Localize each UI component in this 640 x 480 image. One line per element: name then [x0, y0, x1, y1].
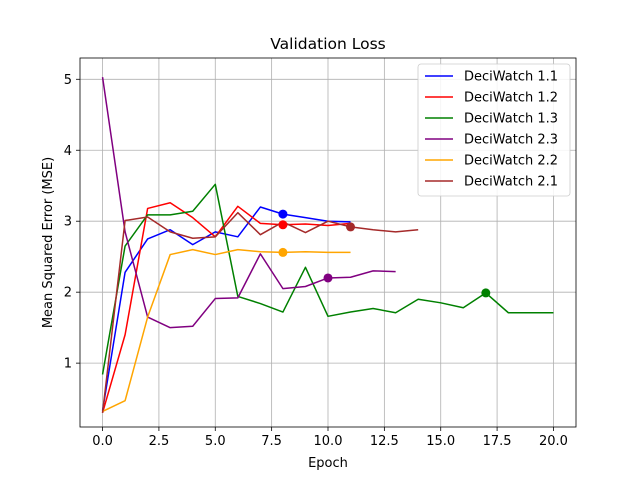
- legend-label: DeciWatch 2.2: [464, 154, 558, 169]
- series-marker: [323, 273, 333, 283]
- x-tick-label: 5.0: [205, 434, 226, 449]
- x-tick-label: 12.5: [370, 434, 399, 449]
- legend-label: DeciWatch 1.1: [464, 70, 558, 85]
- y-tick-label: 1: [64, 357, 72, 372]
- legend-label: DeciWatch 1.2: [464, 91, 558, 106]
- y-tick-label: 2: [64, 286, 72, 301]
- x-tick-label: 20.0: [539, 434, 568, 449]
- y-axis-label: Mean Squared Error (MSE): [41, 157, 56, 328]
- series-marker: [481, 288, 491, 298]
- legend-box: [417, 63, 571, 197]
- x-tick-label: 2.5: [149, 434, 170, 449]
- series-line: [101, 77, 396, 329]
- series-marker: [278, 209, 288, 219]
- legend-label: DeciWatch 2.1: [464, 175, 558, 190]
- y-axis: 1 2 3 4 5: [64, 73, 80, 372]
- x-tick-label: 7.5: [261, 434, 282, 449]
- series-marker: [278, 247, 288, 257]
- series-line: [101, 183, 554, 375]
- y-tick-label: 3: [64, 215, 72, 230]
- y-tick-label: 4: [64, 144, 72, 159]
- series-lines: [101, 77, 554, 414]
- series-marker: [346, 222, 356, 232]
- x-tick-label: 15.0: [426, 434, 455, 449]
- x-axis: 0.0 2.5 5.0 7.5 10.0 12.5 15.0 17.5 20.0: [92, 427, 568, 449]
- x-tick-label: 0.0: [92, 434, 113, 449]
- series-line: [101, 211, 419, 413]
- legend: DeciWatch 1.1 DeciWatch 1.2 DeciWatch 1.3 D…: [417, 63, 571, 197]
- x-axis-label: Epoch: [308, 456, 348, 471]
- x-tick-label: 10.0: [314, 434, 343, 449]
- chart-title: Validation Loss: [270, 35, 385, 53]
- series-line: [101, 202, 351, 414]
- series-line: [102, 248, 351, 413]
- legend-label: DeciWatch 2.3: [464, 133, 558, 148]
- y-tick-label: 5: [64, 73, 72, 88]
- series-line: [101, 206, 351, 411]
- x-tick-label: 17.5: [483, 434, 512, 449]
- legend-label: DeciWatch 1.3: [464, 112, 558, 127]
- series-markers: [278, 209, 491, 298]
- series-marker: [278, 220, 288, 230]
